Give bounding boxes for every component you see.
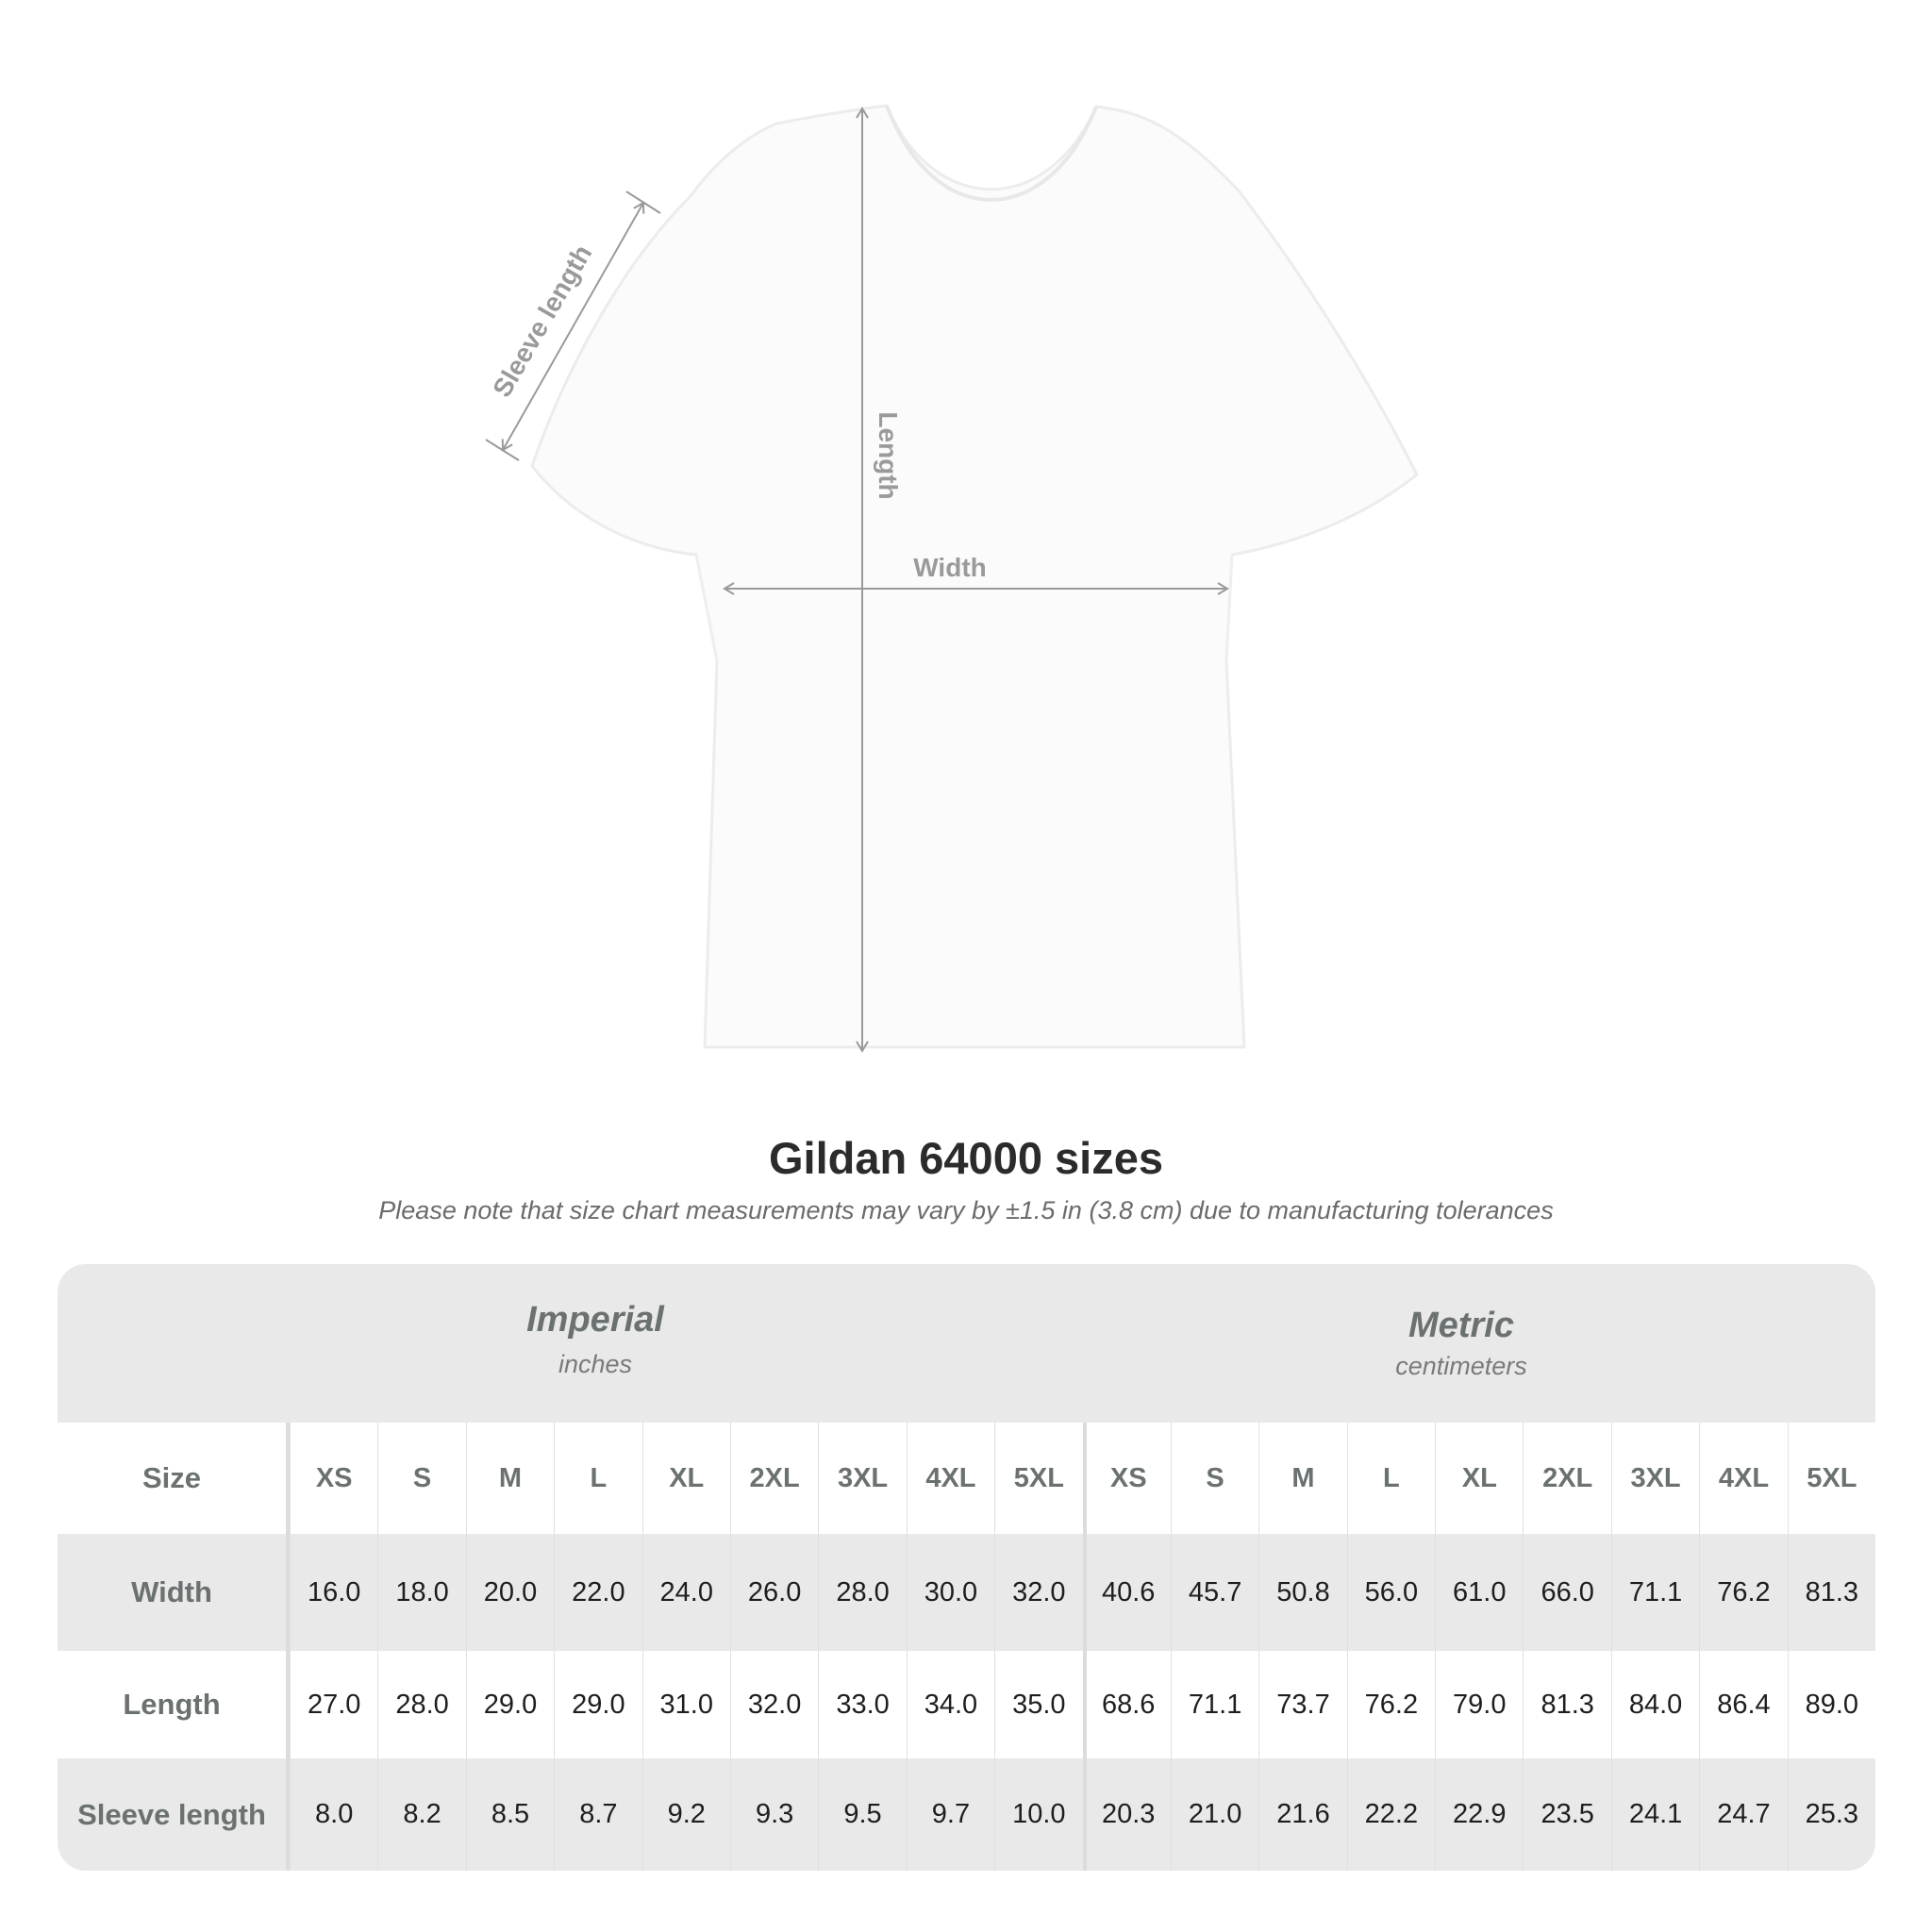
metric-value-cell: 24.1 bbox=[1610, 1758, 1699, 1871]
imperial-value-cell: 27.0 bbox=[290, 1651, 377, 1758]
imperial-value-cell: 16.0 bbox=[290, 1534, 377, 1651]
imperial-size-header: M bbox=[465, 1423, 554, 1534]
metric-value-cell: 61.0 bbox=[1435, 1534, 1523, 1651]
metric-size-header: L bbox=[1346, 1423, 1435, 1534]
imperial-size-header: S bbox=[377, 1423, 465, 1534]
metric-value-cell: 84.0 bbox=[1610, 1651, 1699, 1758]
imperial-value-cell: 9.2 bbox=[641, 1758, 730, 1871]
imperial-value-cell: 29.0 bbox=[554, 1651, 641, 1758]
metric-value-cell: 23.5 bbox=[1523, 1758, 1610, 1871]
row-label: Length bbox=[58, 1651, 290, 1758]
imperial-size-header: XL bbox=[641, 1423, 730, 1534]
imperial-size-header: 4XL bbox=[906, 1423, 994, 1534]
length-label: Length bbox=[874, 411, 903, 499]
metric-value-cell: 25.3 bbox=[1787, 1758, 1875, 1871]
imperial-value-cell: 32.0 bbox=[994, 1534, 1082, 1651]
imperial-title: Imperial bbox=[526, 1300, 664, 1340]
imperial-header: Imperial inches bbox=[359, 1300, 831, 1379]
metric-value-cell: 71.1 bbox=[1610, 1534, 1699, 1651]
imperial-unit: inches bbox=[558, 1350, 633, 1378]
tshirt-diagram: Sleeve length Length Width bbox=[485, 104, 1419, 1053]
table-row: Length 27.0 28.0 29.0 29.0 31.0 32.0 33.0 34.0 35… bbox=[58, 1651, 1875, 1758]
imperial-value-cell: 20.0 bbox=[465, 1534, 554, 1651]
sleeve-length-arrow bbox=[501, 201, 645, 452]
imperial-value-cell: 9.5 bbox=[818, 1758, 906, 1871]
metric-size-header: S bbox=[1170, 1423, 1258, 1534]
page-title: Gildan 64000 sizes bbox=[768, 1133, 1164, 1183]
imperial-value-cell: 32.0 bbox=[729, 1651, 818, 1758]
metric-value-cell: 89.0 bbox=[1787, 1651, 1875, 1758]
metric-value-cell: 21.0 bbox=[1170, 1758, 1258, 1871]
metric-size-header: 2XL bbox=[1523, 1423, 1610, 1534]
metric-value-cell: 21.6 bbox=[1258, 1758, 1346, 1871]
imperial-value-cell: 8.2 bbox=[377, 1758, 465, 1871]
imperial-value-cell: 24.0 bbox=[641, 1534, 730, 1651]
metric-value-cell: 81.3 bbox=[1523, 1651, 1610, 1758]
metric-size-header: 5XL bbox=[1787, 1423, 1875, 1534]
imperial-size-header: L bbox=[554, 1423, 641, 1534]
imperial-value-cell: 8.5 bbox=[465, 1758, 554, 1871]
imperial-value-cell: 31.0 bbox=[641, 1651, 730, 1758]
imperial-value-cell: 8.7 bbox=[554, 1758, 641, 1871]
row-label: Sleeve length bbox=[58, 1758, 290, 1871]
width-label: Width bbox=[913, 553, 987, 582]
table-header: Imperial inches Metric centimeters bbox=[58, 1264, 1875, 1423]
metric-value-cell: 24.7 bbox=[1699, 1758, 1787, 1871]
metric-unit: centimeters bbox=[1395, 1352, 1527, 1380]
metric-value-cell: 86.4 bbox=[1699, 1651, 1787, 1758]
metric-value-cell: 71.1 bbox=[1170, 1651, 1258, 1758]
metric-value-cell: 76.2 bbox=[1699, 1534, 1787, 1651]
imperial-value-cell: 9.7 bbox=[906, 1758, 994, 1871]
imperial-value-cell: 28.0 bbox=[818, 1534, 906, 1651]
metric-value-cell: 45.7 bbox=[1170, 1534, 1258, 1651]
imperial-value-cell: 22.0 bbox=[554, 1534, 641, 1651]
metric-value-cell: 81.3 bbox=[1787, 1534, 1875, 1651]
imperial-value-cell: 29.0 bbox=[465, 1651, 554, 1758]
imperial-value-cell: 9.3 bbox=[729, 1758, 818, 1871]
size-table: Imperial inches Metric centimeters Size X… bbox=[58, 1264, 1875, 1871]
metric-value-cell: 76.2 bbox=[1346, 1651, 1435, 1758]
imperial-value-cell: 28.0 bbox=[377, 1651, 465, 1758]
metric-value-cell: 40.6 bbox=[1082, 1534, 1171, 1651]
imperial-value-cell: 34.0 bbox=[906, 1651, 994, 1758]
metric-size-header: M bbox=[1258, 1423, 1346, 1534]
metric-size-header: XS bbox=[1082, 1423, 1171, 1534]
metric-value-cell: 68.6 bbox=[1082, 1651, 1171, 1758]
table-row: Sleeve length 8.0 8.2 8.5 8.7 9.2 9.3 9.5 9.7 10.… bbox=[58, 1758, 1875, 1871]
metric-value-cell: 66.0 bbox=[1523, 1534, 1610, 1651]
metric-title: Metric bbox=[1408, 1306, 1514, 1345]
metric-header: Metric centimeters bbox=[1225, 1306, 1697, 1381]
metric-size-header: 4XL bbox=[1699, 1423, 1787, 1534]
imperial-value-cell: 35.0 bbox=[994, 1651, 1082, 1758]
metric-value-cell: 50.8 bbox=[1258, 1534, 1346, 1651]
row-label: Width bbox=[58, 1534, 290, 1651]
imperial-size-header: 5XL bbox=[994, 1423, 1082, 1534]
metric-value-cell: 20.3 bbox=[1082, 1758, 1171, 1871]
tolerance-note: Please note that size chart measurements… bbox=[378, 1196, 1554, 1224]
metric-value-cell: 22.9 bbox=[1435, 1758, 1523, 1871]
metric-size-header: 3XL bbox=[1610, 1423, 1699, 1534]
metric-value-cell: 79.0 bbox=[1435, 1651, 1523, 1758]
imperial-value-cell: 26.0 bbox=[729, 1534, 818, 1651]
metric-value-cell: 73.7 bbox=[1258, 1651, 1346, 1758]
imperial-value-cell: 18.0 bbox=[377, 1534, 465, 1651]
metric-value-cell: 22.2 bbox=[1346, 1758, 1435, 1871]
imperial-size-header: 2XL bbox=[729, 1423, 818, 1534]
imperial-value-cell: 33.0 bbox=[818, 1651, 906, 1758]
table-row: Width 16.0 18.0 20.0 22.0 24.0 26.0 28.0 30.0 32.… bbox=[58, 1534, 1875, 1651]
imperial-value-cell: 30.0 bbox=[906, 1534, 994, 1651]
imperial-size-header: XS bbox=[290, 1423, 377, 1534]
imperial-value-cell: 8.0 bbox=[290, 1758, 377, 1871]
imperial-size-header: 3XL bbox=[818, 1423, 906, 1534]
metric-size-header: XL bbox=[1435, 1423, 1523, 1534]
size-header-row: Size XS S M L XL 2XL 3XL 4XL 5XL XS S M L XL 2XL 3XL 4XL 5… bbox=[58, 1423, 1875, 1534]
row-label: Size bbox=[58, 1423, 290, 1534]
metric-value-cell: 56.0 bbox=[1346, 1534, 1435, 1651]
imperial-value-cell: 10.0 bbox=[994, 1758, 1082, 1871]
